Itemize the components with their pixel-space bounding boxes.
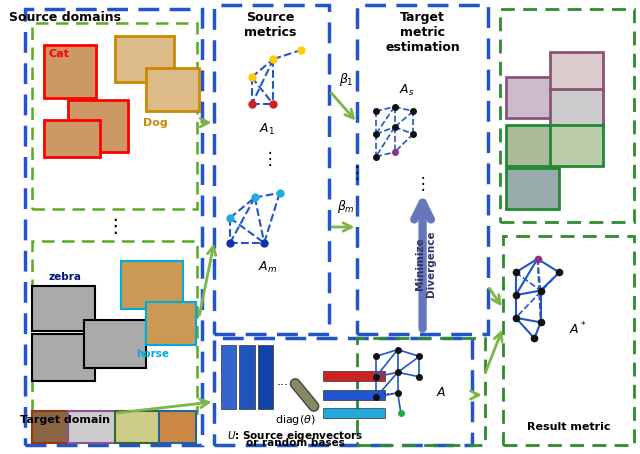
Text: Minimize
Divergence: Minimize Divergence xyxy=(415,230,436,296)
Text: Cat: Cat xyxy=(49,49,70,59)
FancyBboxPatch shape xyxy=(68,411,118,443)
FancyBboxPatch shape xyxy=(506,77,559,118)
FancyBboxPatch shape xyxy=(84,320,146,368)
Text: Target domain: Target domain xyxy=(20,415,110,425)
FancyBboxPatch shape xyxy=(33,411,82,443)
FancyBboxPatch shape xyxy=(550,52,603,91)
Text: $A_1$: $A_1$ xyxy=(259,122,275,137)
FancyBboxPatch shape xyxy=(258,345,273,409)
FancyBboxPatch shape xyxy=(68,100,127,152)
FancyBboxPatch shape xyxy=(239,345,255,409)
FancyBboxPatch shape xyxy=(221,345,236,409)
FancyBboxPatch shape xyxy=(44,120,100,157)
FancyBboxPatch shape xyxy=(323,390,385,400)
Text: Source
metrics: Source metrics xyxy=(244,11,296,39)
Text: zebra: zebra xyxy=(49,272,82,282)
FancyBboxPatch shape xyxy=(506,125,559,166)
FancyBboxPatch shape xyxy=(146,302,196,345)
FancyBboxPatch shape xyxy=(44,45,97,98)
FancyBboxPatch shape xyxy=(33,334,95,381)
Text: Target
metric
estimation: Target metric estimation xyxy=(385,11,460,54)
FancyBboxPatch shape xyxy=(506,168,559,209)
Text: $A^*$: $A^*$ xyxy=(569,321,587,337)
Text: $A_m$: $A_m$ xyxy=(258,260,277,276)
FancyBboxPatch shape xyxy=(323,371,385,381)
Text: $\beta_m$: $\beta_m$ xyxy=(337,198,355,215)
Text: Dog: Dog xyxy=(143,118,168,128)
Text: ...: ... xyxy=(277,375,289,388)
FancyBboxPatch shape xyxy=(146,68,199,111)
FancyBboxPatch shape xyxy=(115,36,174,82)
FancyBboxPatch shape xyxy=(115,411,164,443)
FancyBboxPatch shape xyxy=(550,125,603,166)
FancyBboxPatch shape xyxy=(122,261,184,309)
FancyBboxPatch shape xyxy=(159,411,196,443)
Text: $\beta_1$: $\beta_1$ xyxy=(339,71,353,88)
Text: ⋮: ⋮ xyxy=(349,163,365,182)
Text: horse: horse xyxy=(136,349,169,359)
Text: ⋮: ⋮ xyxy=(106,217,125,237)
Text: $A$: $A$ xyxy=(436,386,446,399)
Text: ⋮: ⋮ xyxy=(262,150,278,168)
Text: Result metric: Result metric xyxy=(527,422,611,432)
Text: $U$: Source eigenvectors: $U$: Source eigenvectors xyxy=(227,429,364,443)
Text: $A_s$: $A_s$ xyxy=(399,83,415,99)
Text: or random bases: or random bases xyxy=(246,438,345,448)
FancyBboxPatch shape xyxy=(550,89,603,127)
Text: Source domains: Source domains xyxy=(10,11,122,25)
FancyBboxPatch shape xyxy=(323,408,385,418)
Text: $\mathrm{diag}(\theta)$: $\mathrm{diag}(\theta)$ xyxy=(275,413,316,427)
FancyBboxPatch shape xyxy=(33,286,95,331)
Text: ⋮: ⋮ xyxy=(414,175,431,193)
Text: ...: ... xyxy=(383,384,394,397)
